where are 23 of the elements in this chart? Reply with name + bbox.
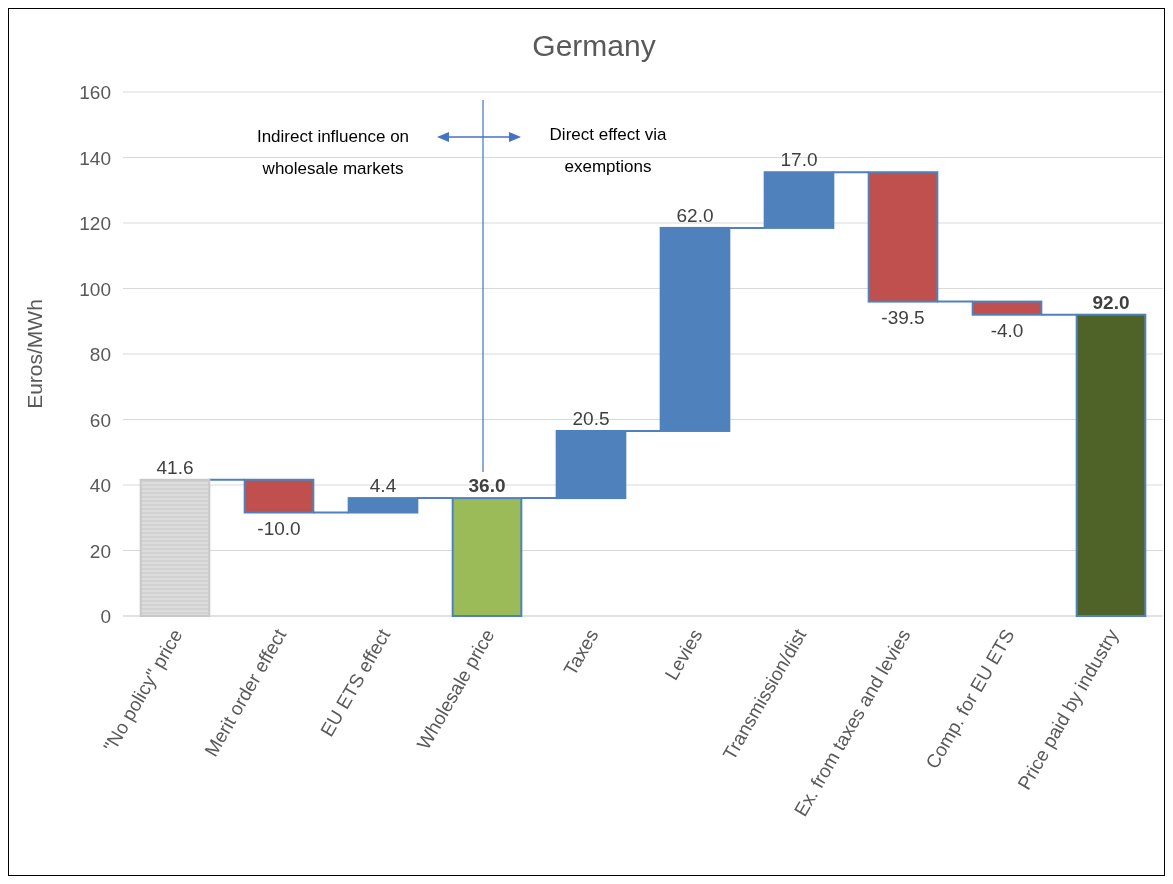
data-label: 92.0 (1092, 291, 1130, 313)
data-label: 41.6 (156, 456, 194, 478)
y-tick-label: 20 (89, 540, 111, 562)
y-tick-label: 60 (89, 409, 111, 431)
y-tick-label: 120 (79, 213, 111, 234)
data-label: 20.5 (572, 407, 610, 429)
y-tick-label: 140 (79, 147, 111, 169)
data-label: 36.0 (468, 475, 506, 497)
y-axis-title: Euros/MWh (23, 299, 46, 409)
data-label: 4.4 (369, 475, 397, 497)
annotation: Indirect influence on wholesale markets (256, 127, 410, 178)
y-tick-label: 80 (89, 344, 111, 365)
y-tick-label: 160 (79, 82, 111, 103)
y-tick-label: 0 (100, 606, 111, 627)
data-label: -39.5 (881, 306, 925, 328)
y-tick-label: 40 (89, 475, 111, 496)
annotation: Direct effect via exemptions (549, 125, 667, 176)
chart-title: Germany (532, 29, 656, 62)
data-label: 62.0 (676, 204, 714, 226)
data-label: -4.0 (990, 319, 1024, 341)
data-label: 17.0 (780, 149, 818, 171)
data-label: -10.0 (257, 517, 301, 539)
y-tick-label: 100 (79, 278, 111, 300)
